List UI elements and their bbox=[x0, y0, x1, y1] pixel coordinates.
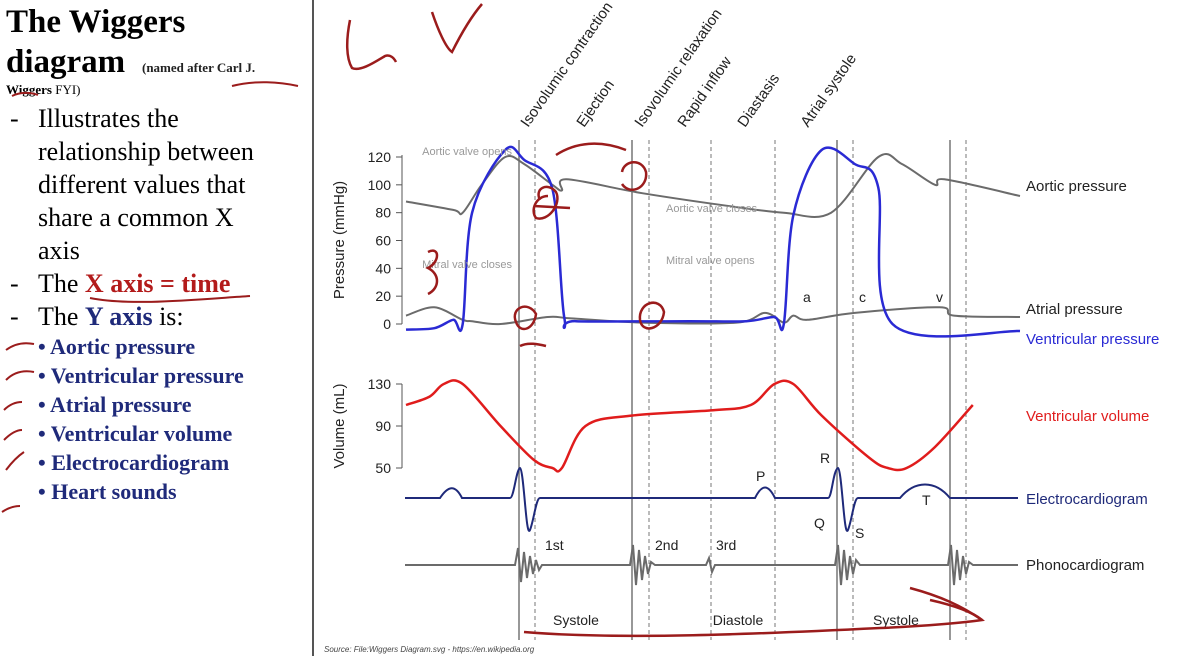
cycle-label-systole-2: Systole bbox=[873, 612, 919, 628]
pressure-axis: 0 20 40 60 80 100 120 Pressure (mmHg) bbox=[331, 149, 403, 332]
pressure-tick-label: 20 bbox=[375, 288, 391, 304]
annotation-mitral-valve-closes: Mitral valve closes bbox=[422, 259, 512, 271]
ecg-wave-s: S bbox=[855, 525, 864, 541]
bullet-dash: - bbox=[10, 269, 19, 298]
pressure-tick-label: 0 bbox=[383, 316, 391, 332]
legend-electrocardiogram: Electrocardiogram bbox=[1026, 491, 1148, 508]
pressure-tick-label: 40 bbox=[375, 260, 391, 276]
cycle-label-systole-1: Systole bbox=[553, 612, 599, 628]
legend-ventricular-volume: Ventricular volume bbox=[1026, 408, 1149, 425]
volume-axis-label: Volume (mL) bbox=[331, 383, 348, 468]
sub-item-aortic: • Aortic pressure bbox=[38, 334, 196, 359]
annotation-aortic-valve-closes: Aortic valve closes bbox=[666, 203, 758, 215]
wiggers-diagram: Isovolumic contraction Ejection Isovolum… bbox=[324, 0, 1159, 654]
bullet-2: - The X axis = time bbox=[10, 267, 230, 300]
pressure-tick-label: 120 bbox=[368, 149, 392, 165]
sub-item-ventricular-pressure: • Ventricular pressure bbox=[38, 363, 244, 388]
pressure-axis-label: Pressure (mmHg) bbox=[331, 181, 348, 299]
ecg-wave-t: T bbox=[922, 492, 931, 508]
atrial-wave-c: c bbox=[859, 289, 866, 305]
bullet-3: - The Y axis is: bbox=[10, 300, 184, 333]
pressure-tick-label: 60 bbox=[375, 233, 391, 249]
phase-label-ejection: Ejection bbox=[573, 77, 618, 130]
y-axis-highlight: Y axis bbox=[84, 302, 153, 331]
legend-phonocardiogram: Phonocardiogram bbox=[1026, 557, 1144, 574]
slide-title-line-1: The Wiggers bbox=[6, 4, 186, 40]
bullet-3-prefix: The bbox=[38, 302, 85, 331]
bullet-1-line-1: Illustrates the bbox=[38, 104, 179, 133]
title-note-name: Wiggers bbox=[6, 82, 52, 97]
volume-tick-label: 50 bbox=[375, 460, 391, 476]
volume-tick-label: 90 bbox=[375, 418, 391, 434]
bullet-1: - Illustrates the bbox=[10, 102, 179, 135]
slide-title-line-2: diagram bbox=[6, 44, 125, 81]
title-note: (named after Carl J. bbox=[142, 60, 256, 75]
series-line-phonocardiogram bbox=[405, 544, 1018, 586]
bullet-dash: - bbox=[10, 302, 19, 331]
ecg-wave-p: P bbox=[756, 468, 765, 484]
pressure-tick-label: 100 bbox=[368, 177, 392, 193]
title-note-rest: FYI) bbox=[51, 82, 81, 97]
phase-label-atrial-systole: Atrial systole bbox=[797, 51, 860, 130]
source-note: Source: File:Wiggers Diagram.svg - https… bbox=[324, 645, 535, 654]
series-legend: Aortic pressure Atrial pressure Ventricu… bbox=[1026, 178, 1159, 574]
bullet-2-prefix: The bbox=[38, 269, 85, 298]
legend-aortic-pressure: Aortic pressure bbox=[1026, 178, 1127, 195]
ecg-wave-r: R bbox=[820, 450, 830, 466]
x-axis-highlight: X axis = time bbox=[84, 269, 231, 298]
volume-axis: 50 90 130 Volume (mL) bbox=[331, 376, 403, 476]
phase-labels: Isovolumic contraction Ejection Isovolum… bbox=[517, 0, 860, 130]
bullet-1-line-4: share a common X bbox=[38, 203, 234, 232]
bullet-1-line-2: relationship between bbox=[38, 137, 254, 166]
annotation-aortic-valve-opens-line-1: Aortic valve opens bbox=[422, 146, 512, 158]
bullet-dash: - bbox=[10, 104, 19, 133]
sub-item-atrial: • Atrial pressure bbox=[38, 392, 192, 417]
handwritten-annotations-chart bbox=[346, 3, 985, 638]
series-layer bbox=[405, 145, 1021, 473]
volume-tick-label: 130 bbox=[368, 376, 392, 392]
legend-ventricular-pressure: Ventricular pressure bbox=[1026, 331, 1159, 348]
ecg-wave-q: Q bbox=[814, 515, 825, 531]
wave-labels: a c v P Q R S T 1st 2nd 3rd Systole Dias… bbox=[545, 289, 943, 628]
chart-annotations: Aortic valve opens Aortic valve closes M… bbox=[422, 146, 757, 271]
heart-sound-3rd: 3rd bbox=[716, 537, 736, 553]
bullet-1-line-5: axis bbox=[38, 236, 80, 265]
atrial-wave-v: v bbox=[936, 289, 943, 305]
atrial-wave-a: a bbox=[803, 289, 811, 305]
legend-atrial-pressure: Atrial pressure bbox=[1026, 301, 1123, 318]
pressure-tick-label: 80 bbox=[375, 205, 391, 221]
bullet-1-line-3: different values that bbox=[38, 170, 246, 199]
series-line-ventricular-pressure bbox=[405, 145, 1021, 338]
series-line-ventricular-volume bbox=[405, 379, 974, 473]
slide-title-word: diagram bbox=[6, 44, 126, 80]
annotation-mitral-valve-opens: Mitral valve opens bbox=[666, 255, 755, 267]
series-line-electrocardiogram bbox=[405, 466, 1018, 532]
title-note-continued: Wiggers FYI) bbox=[6, 82, 81, 98]
phase-label-isovolumic-contraction: Isovolumic contraction bbox=[517, 0, 616, 130]
cycle-label-diastole: Diastole bbox=[713, 612, 764, 628]
phase-label-diastasis: Diastasis bbox=[734, 71, 783, 131]
ecg-trace bbox=[405, 466, 1018, 532]
bullet-3-suffix: is: bbox=[152, 302, 184, 331]
heart-sound-2nd: 2nd bbox=[655, 537, 678, 553]
text-panel: The Wiggers diagram (named after Carl J.… bbox=[0, 0, 314, 656]
sub-item-heart-sounds: • Heart sounds bbox=[38, 479, 177, 504]
sub-item-ecg: • Electrocardiogram bbox=[38, 450, 230, 475]
heart-sound-1st: 1st bbox=[545, 537, 564, 553]
phono-trace bbox=[405, 544, 1018, 586]
sub-item-volume: • Ventricular volume bbox=[38, 421, 233, 446]
